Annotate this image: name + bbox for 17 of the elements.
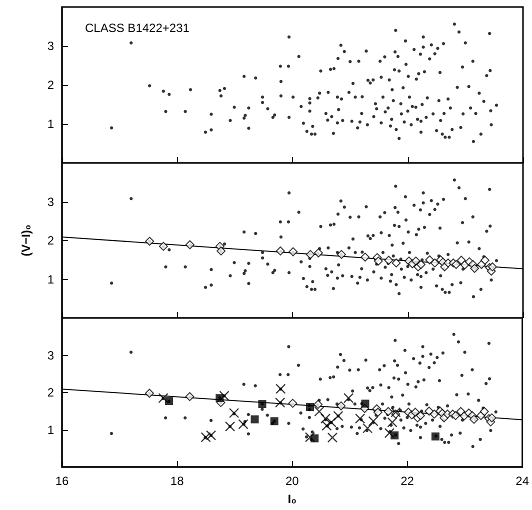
x-tick-label: 20 [285, 474, 300, 488]
y-tick-label: 1 [47, 117, 54, 131]
x-tick-label: 16 [55, 474, 69, 488]
y-tick-label: 3 [47, 194, 54, 209]
y-tick-label: 3 [47, 348, 54, 362]
y-tick-label: 3 [47, 39, 54, 53]
x-tick-label: 22 [400, 474, 414, 488]
y-tick-label: 1 [47, 422, 54, 437]
y-tick-label: 2 [47, 78, 54, 92]
y-tick-label: 1 [47, 272, 54, 286]
text: CLASS B1422+231 [85, 21, 190, 35]
x-axis-title: I₀ [288, 492, 297, 506]
y-axis-title: (V−I)₀ [19, 224, 33, 256]
x-tick-label: 18 [170, 474, 184, 488]
y-tick-label: 2 [47, 386, 54, 400]
y-tick-label: 2 [47, 234, 54, 248]
x-tick-label: 24 [516, 474, 530, 488]
